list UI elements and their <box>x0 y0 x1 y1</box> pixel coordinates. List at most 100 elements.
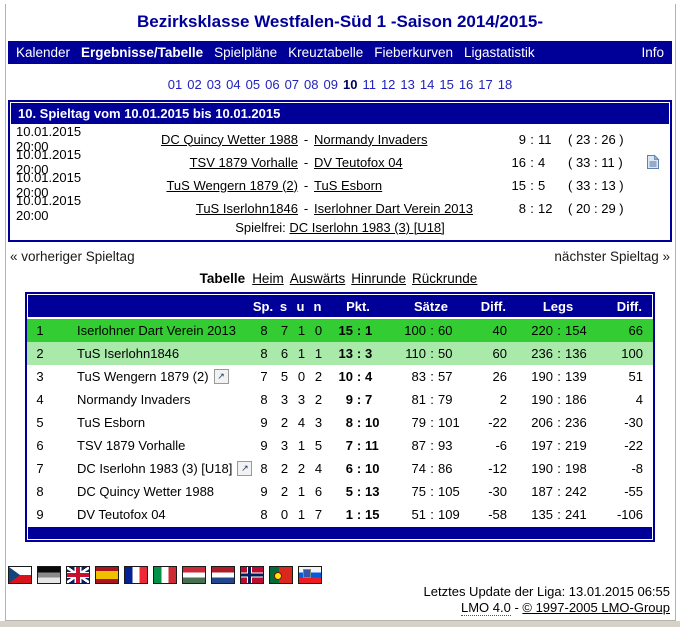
team-name[interactable]: DV Teutofox 04↗ <box>77 507 166 522</box>
nav-item[interactable]: Kreuztabelle <box>288 45 364 60</box>
table-view-link[interactable]: Heim <box>252 271 284 286</box>
away-score: 11 <box>538 131 552 147</box>
copyright-link[interactable]: © 1997-2005 LMO-Group <box>522 600 670 615</box>
matchday-link[interactable]: 02 <box>187 77 202 92</box>
col-header-diff-legs: Diff. <box>616 298 642 314</box>
sets-result: ( 33 : 13 ) <box>568 177 624 193</box>
team-name[interactable]: TSV 1879 Vorhalle↗ <box>77 438 186 453</box>
legs: 190:186 <box>531 392 587 407</box>
nav-item[interactable]: Ergebnisse/Tabelle <box>81 45 204 60</box>
flag-dutch-icon[interactable] <box>211 566 235 584</box>
matchday-link[interactable]: 05 <box>245 77 261 92</box>
home-team-link[interactable]: DC Quincy Wetter 1988 <box>160 131 298 147</box>
team-name[interactable]: DC Quincy Wetter 1988↗ <box>77 484 215 499</box>
main-navbar: Kalender Ergebnisse/Tabelle Spielpläne Kreu… <box>8 41 672 64</box>
score-colon: : <box>530 131 534 147</box>
home-team-link[interactable]: TuS Wengern 1879 (2) <box>166 177 298 193</box>
sets-diff: -22 <box>488 415 507 430</box>
sets-diff: -12 <box>488 461 507 476</box>
team-name[interactable]: TuS Iserlohn1846↗ <box>77 346 180 361</box>
table-view-link[interactable]: Auswärts <box>289 271 346 286</box>
sets: 79:101 <box>411 415 460 430</box>
flag-norwegian-icon[interactable] <box>240 566 264 584</box>
table-view-link[interactable]: Rückrunde <box>412 271 478 286</box>
away-team-link[interactable]: DV Teutofox 04 <box>314 154 403 170</box>
table-row: 6 TSV 1879 Vorhalle↗ 9 3 1 5 7:11 87:93 … <box>27 434 653 457</box>
matchday-link[interactable]: 16 <box>458 77 474 92</box>
team-name[interactable]: DC Iserlohn 1983 (3) [U18] ↗ <box>69 461 252 476</box>
rank: 3 <box>36 369 44 384</box>
flag-portuguese-icon[interactable] <box>269 566 293 584</box>
games-played: 7 <box>260 369 268 384</box>
flag-czech-icon[interactable] <box>8 566 32 584</box>
matchday-link[interactable]: 03 <box>206 77 222 92</box>
matchday-link[interactable]: 13 <box>400 77 415 92</box>
sets: 83:57 <box>411 369 453 384</box>
table-footer-bar <box>28 527 652 539</box>
team-name[interactable]: TuS Wengern 1879 (2) ↗ <box>69 369 252 384</box>
match-datetime: 10.01.2015 20:00 <box>16 147 82 177</box>
matchday-link[interactable]: 12 <box>380 77 396 92</box>
nav-item[interactable]: Kalender <box>16 45 71 60</box>
flag-italian-icon[interactable] <box>153 566 177 584</box>
flag-slovenian-icon[interactable] <box>298 566 322 584</box>
matchday-link[interactable]: 01 <box>167 77 183 92</box>
table-view-link[interactable]: Hinrunde <box>351 271 407 286</box>
wins: 2 <box>280 484 289 499</box>
flag-british-icon[interactable] <box>66 566 90 584</box>
vs-dash: - <box>303 131 309 147</box>
matchday-link[interactable]: 14 <box>419 77 435 92</box>
nav-item[interactable]: Fieberkurven <box>374 45 454 60</box>
away-team-link[interactable]: Normandy Invaders <box>314 131 428 147</box>
bye-team-link[interactable]: DC Iserlohn 1983 (3) [U18] <box>289 220 445 235</box>
team-name[interactable]: TuS Esborn↗ <box>77 415 146 430</box>
away-team-link[interactable]: TuS Esborn <box>314 177 383 193</box>
nav-item[interactable]: Spielpläne <box>214 45 278 60</box>
points: 6:10 <box>345 461 380 476</box>
match-report-icon[interactable] <box>646 154 660 170</box>
matchday-link[interactable]: 17 <box>478 77 493 92</box>
table-row: 3 TuS Wengern 1879 (2) ↗ 7 5 0 2 10:4 83:… <box>27 365 653 388</box>
prev-matchday-link[interactable]: « vorheriger Spieltag <box>10 249 135 264</box>
matchday-link[interactable]: 09 <box>323 77 338 92</box>
rank: 9 <box>36 507 44 522</box>
nav-item-info[interactable]: Info <box>641 45 664 60</box>
team-name[interactable]: Normandy Invaders↗ <box>77 392 191 407</box>
team-name[interactable]: Iserlohner Dart Verein 2013↗ <box>77 323 236 338</box>
home-team-link[interactable]: TSV 1879 Vorhalle <box>189 154 298 170</box>
matchday-link[interactable]: 18 <box>497 77 513 92</box>
matchday-link[interactable]: 11 <box>362 77 376 92</box>
matchday-link[interactable]: 07 <box>284 77 300 92</box>
matchday-link[interactable]: 04 <box>226 77 241 92</box>
legs-diff: -8 <box>631 461 643 476</box>
points: 9:7 <box>345 392 373 407</box>
next-matchday-link[interactable]: nächster Spieltag » <box>554 249 670 264</box>
rank: 4 <box>36 392 44 407</box>
matchday-link[interactable]: 10 <box>342 77 358 92</box>
flag-spanish-icon[interactable] <box>95 566 119 584</box>
lmo-version-link[interactable]: LMO 4.0 <box>460 600 511 616</box>
away-team-link[interactable]: Iserlohner Dart Verein 2013 <box>314 200 473 216</box>
sets: 100:60 <box>404 323 453 338</box>
losses: 6 <box>314 484 323 499</box>
col-header-saetze: Sätze <box>414 298 448 314</box>
wins: 3 <box>280 438 289 453</box>
table-row: 8 DC Quincy Wetter 1988↗ 9 2 1 6 5:13 75… <box>27 480 653 503</box>
flag-hungarian-icon[interactable] <box>182 566 206 584</box>
matchday-link[interactable]: 15 <box>439 77 454 92</box>
table-view-title: Tabelle <box>199 271 246 286</box>
nav-item[interactable]: Ligastatistik <box>464 45 535 60</box>
home-team-link[interactable]: TuS Iserlohn1846 <box>195 200 298 216</box>
last-update-text: Letztes Update der Liga: 13.01.2015 06:5… <box>423 584 670 599</box>
matchday-link[interactable]: 08 <box>304 77 319 92</box>
losses: 3 <box>314 415 323 430</box>
matchday-link[interactable]: 06 <box>265 77 280 92</box>
flag-french-icon[interactable] <box>124 566 148 584</box>
sets-diff: 60 <box>492 346 507 361</box>
flag-german-icon[interactable] <box>37 566 61 584</box>
league-table: Sp. s u n Pkt. Sätze Diff. Legs Diff. 1 … <box>25 292 655 542</box>
team-link-icon[interactable]: ↗ <box>213 369 229 384</box>
table-row: 4 Normandy Invaders↗ 8 3 3 2 9:7 81:79 2… <box>27 388 653 411</box>
team-link-icon[interactable]: ↗ <box>237 461 252 476</box>
page-title: Bezirksklasse Westfalen-Süd 1 -Saison 20… <box>137 12 543 31</box>
